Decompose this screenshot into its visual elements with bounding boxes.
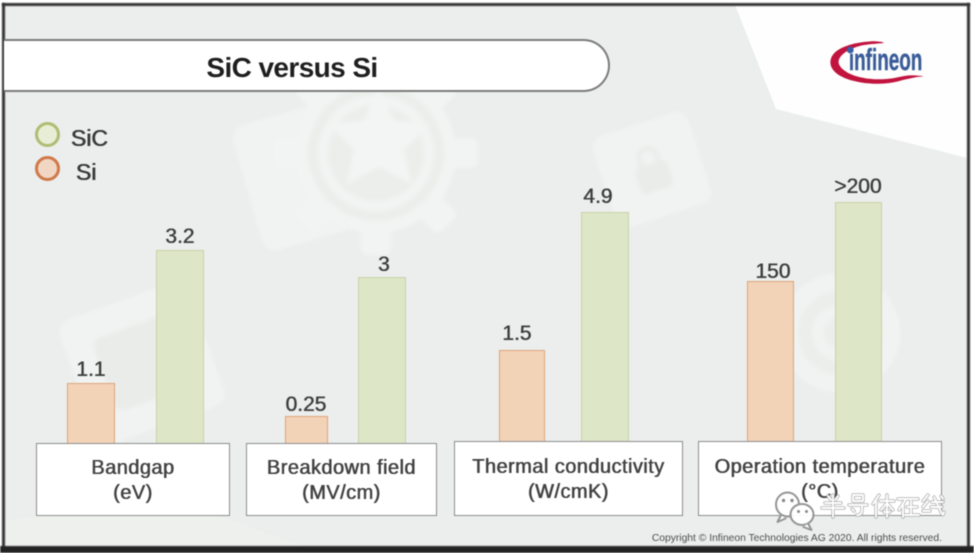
svg-text:ınfineon: ınfineon [849, 44, 922, 78]
